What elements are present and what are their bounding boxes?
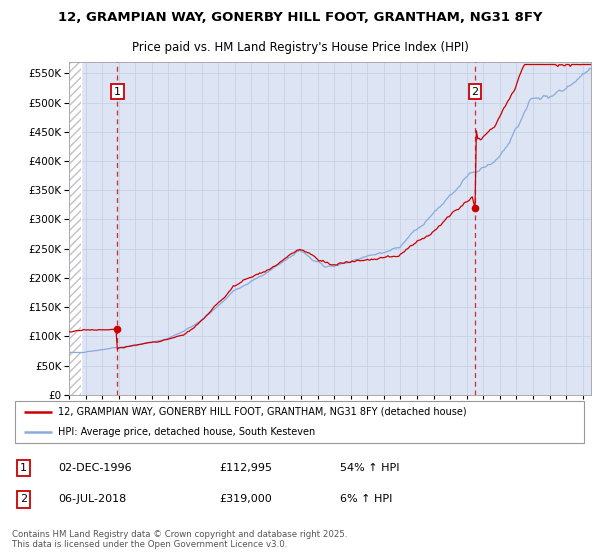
Text: 12, GRAMPIAN WAY, GONERBY HILL FOOT, GRANTHAM, NG31 8FY: 12, GRAMPIAN WAY, GONERBY HILL FOOT, GRA… <box>58 11 542 24</box>
Text: Contains HM Land Registry data © Crown copyright and database right 2025.
This d: Contains HM Land Registry data © Crown c… <box>12 530 347 549</box>
FancyBboxPatch shape <box>15 400 584 444</box>
Text: 02-DEC-1996: 02-DEC-1996 <box>58 463 132 473</box>
Text: 2: 2 <box>472 87 479 96</box>
Text: 1: 1 <box>114 87 121 96</box>
Text: 2: 2 <box>20 494 27 505</box>
Text: £112,995: £112,995 <box>220 463 272 473</box>
Text: HPI: Average price, detached house, South Kesteven: HPI: Average price, detached house, Sout… <box>58 427 316 437</box>
Text: Price paid vs. HM Land Registry's House Price Index (HPI): Price paid vs. HM Land Registry's House … <box>131 40 469 54</box>
Text: 12, GRAMPIAN WAY, GONERBY HILL FOOT, GRANTHAM, NG31 8FY (detached house): 12, GRAMPIAN WAY, GONERBY HILL FOOT, GRA… <box>58 407 467 417</box>
Text: 54% ↑ HPI: 54% ↑ HPI <box>340 463 400 473</box>
Text: £319,000: £319,000 <box>220 494 272 505</box>
Text: 1: 1 <box>20 463 27 473</box>
Text: 6% ↑ HPI: 6% ↑ HPI <box>340 494 392 505</box>
Text: 06-JUL-2018: 06-JUL-2018 <box>58 494 127 505</box>
Bar <box>69 62 80 395</box>
